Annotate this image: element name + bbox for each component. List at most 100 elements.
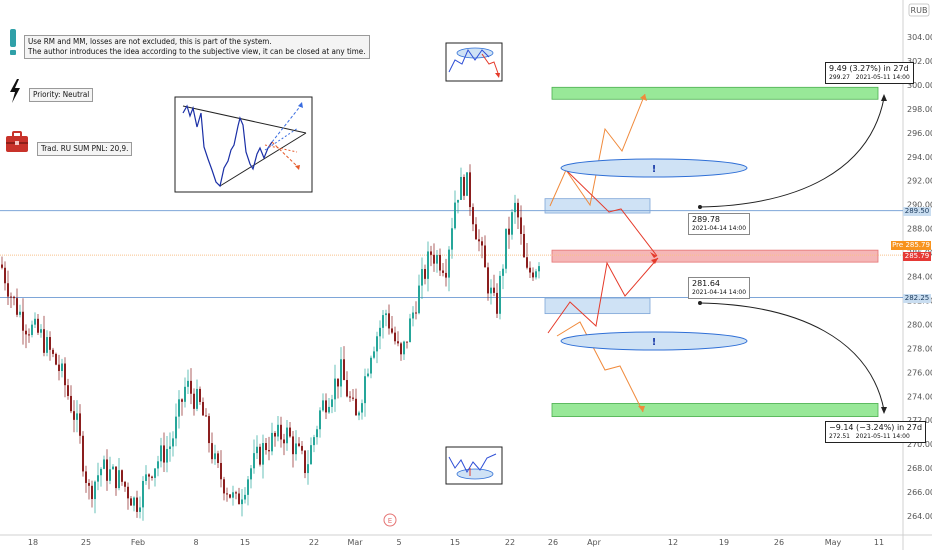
resistance-price-tag[interactable]: 289.50 (903, 207, 931, 216)
upper-start-callout[interactable]: 289.78 2021-04-14 14:00 (688, 213, 751, 235)
candle-body (13, 296, 15, 299)
lower-target-callout[interactable]: −9.14 (−3.24%) in 27d 272.51 2021-05-11 … (825, 421, 927, 443)
candle-body (331, 399, 333, 407)
candle-body (337, 378, 339, 387)
candle-body (91, 485, 93, 500)
candle-body (202, 401, 204, 416)
candle-body (4, 267, 6, 284)
candle-body (334, 378, 336, 400)
time-tick-label: 15 (450, 538, 460, 547)
candle-body (421, 269, 423, 286)
price-axis[interactable]: 264.00 266.00 268.00 270.00 272.00 274.00 276.… (907, 33, 932, 521)
zone-lower-range[interactable] (544, 297, 651, 315)
candle-body (385, 313, 387, 316)
candle-body (340, 359, 342, 387)
candle-body (256, 446, 258, 454)
candle-body (502, 268, 504, 276)
candle-body (325, 400, 327, 413)
candle-body (361, 403, 363, 413)
candle-body (160, 445, 162, 462)
lower-ellipse (560, 331, 748, 351)
candle-body (154, 468, 156, 478)
candle-body (223, 479, 225, 494)
candle-body (133, 497, 135, 506)
upper-target-callout[interactable]: 9.49 (3.27%) in 27d 299.27 2021-05-11 14… (825, 62, 914, 84)
candle-body (79, 413, 81, 436)
candle-body (463, 176, 465, 196)
candle-body (472, 207, 474, 225)
candle-body (475, 224, 477, 240)
candle-body (31, 324, 33, 335)
warning-icon-dot (10, 50, 16, 55)
candle-body (85, 471, 87, 483)
candle-body (535, 271, 537, 278)
upper-target-date: 2021-05-11 14:00 (855, 74, 910, 81)
time-tick-label: 18 (28, 538, 38, 547)
candle-body (100, 468, 102, 476)
upper-start-price: 289.78 (692, 215, 720, 224)
currency-badge[interactable] (908, 3, 930, 17)
candle-body (172, 438, 174, 447)
time-tick-label: Feb (131, 538, 145, 547)
price-tick-label: 274.00 (907, 392, 932, 401)
candle-body (145, 474, 147, 481)
candle-body (391, 328, 393, 333)
lightning-icon (10, 79, 20, 103)
candle-body (436, 254, 438, 264)
pre-market-price-tag[interactable]: Pre 285.79 (891, 241, 931, 250)
candle-body (406, 341, 408, 343)
candle-body (49, 337, 51, 350)
candle-body (403, 341, 405, 355)
candle-body (307, 464, 309, 474)
candle-body (220, 462, 222, 480)
candle-body (244, 494, 246, 500)
candle-body (82, 435, 84, 472)
candle-body (217, 453, 219, 463)
candle-body (148, 474, 150, 477)
candle-body (163, 445, 165, 463)
candle-body (7, 283, 9, 297)
warning-icon (10, 29, 16, 47)
pre-market-value: 285.79 (905, 241, 930, 249)
candle-body (430, 251, 432, 255)
candle-body (259, 446, 261, 465)
candle-body (316, 429, 318, 438)
candle-body (250, 468, 252, 480)
candle-body (490, 287, 492, 294)
earnings-marker-label: E (388, 517, 392, 525)
candle-body (454, 202, 456, 229)
lower-start-date: 2021-04-14 14:00 (692, 289, 747, 296)
red-path-down-1-arrow (650, 252, 657, 258)
upper-ellipse (560, 158, 748, 178)
price-tick-label: 272.00 (907, 416, 932, 425)
last-price-tag[interactable]: 285.79 (903, 252, 931, 261)
candle-body (532, 272, 534, 278)
upper-start-date: 2021-04-14 14:00 (692, 225, 747, 232)
arc-up (699, 97, 885, 208)
zone-pivot[interactable] (551, 249, 879, 263)
price-tick-label: 292.00 (907, 177, 932, 186)
time-axis[interactable]: 18 25 Feb 8 15 22 Mar 5 15 22 26 Apr 12 19 26 May 11 (28, 538, 884, 547)
levels-layer (0, 210, 903, 298)
candle-body (274, 432, 276, 437)
lower-start-callout[interactable]: 281.64 2021-04-14 14:00 (688, 277, 751, 299)
time-tick-label: Mar (347, 538, 363, 547)
candle-body (247, 479, 249, 495)
zone-target-up[interactable] (551, 86, 879, 100)
candle-body (88, 482, 90, 486)
candle-body (379, 327, 381, 337)
candle-body (115, 466, 117, 489)
support-price-tag[interactable]: 282.25 (903, 294, 931, 303)
price-tick-label: 294.00 (907, 153, 932, 162)
candle-body (283, 439, 285, 444)
candle-body (292, 436, 294, 455)
briefcase-icon (6, 131, 28, 152)
earnings-marker[interactable] (383, 513, 397, 527)
zone-target-down[interactable] (551, 403, 879, 418)
candle-body (520, 217, 522, 234)
candle-body (415, 312, 417, 314)
candle-body (433, 254, 435, 264)
zone-upper-range[interactable] (544, 198, 651, 214)
candle-body (484, 245, 486, 268)
